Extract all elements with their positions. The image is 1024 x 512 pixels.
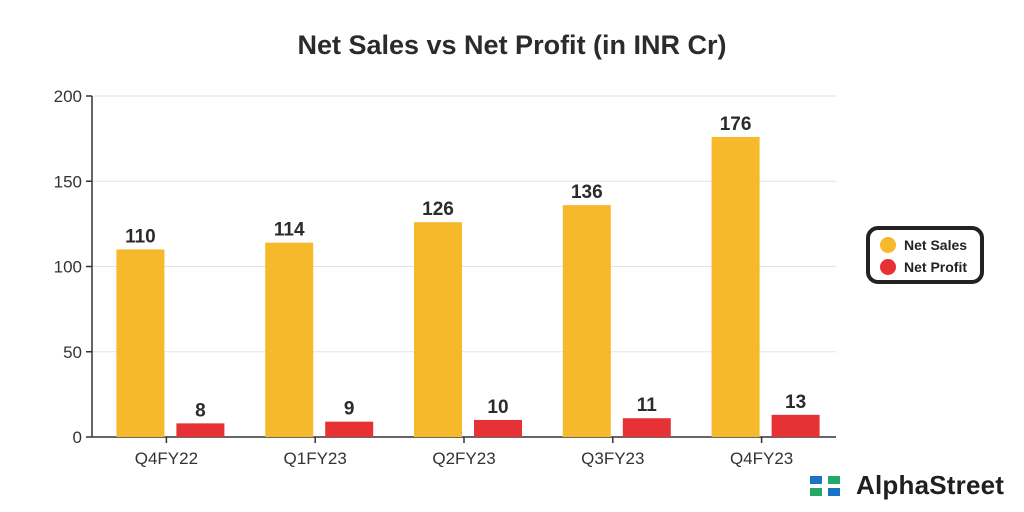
x-tick-label: Q4FY23 bbox=[730, 449, 793, 468]
y-tick-label: 50 bbox=[63, 343, 82, 362]
legend-item-net-profit: Net Profit bbox=[880, 259, 967, 275]
bar-net-sales bbox=[116, 249, 165, 437]
legend-item-net-sales: Net Sales bbox=[880, 237, 967, 253]
bar-net-profit bbox=[176, 423, 225, 437]
data-label: 126 bbox=[422, 199, 454, 220]
data-label: 176 bbox=[720, 114, 752, 135]
y-tick-label: 100 bbox=[54, 258, 82, 277]
data-label: 10 bbox=[487, 397, 508, 418]
data-label: 114 bbox=[274, 220, 305, 241]
bar-net-profit bbox=[622, 418, 671, 437]
chart-legend: Net Sales Net Profit bbox=[866, 226, 984, 284]
x-tick-label: Q2FY23 bbox=[432, 449, 495, 468]
y-tick-label: 200 bbox=[54, 87, 82, 106]
y-tick-label: 0 bbox=[73, 428, 82, 447]
data-label: 8 bbox=[195, 400, 206, 421]
x-tick-label: Q3FY23 bbox=[581, 449, 644, 468]
x-tick-label: Q1FY23 bbox=[284, 449, 347, 468]
data-label: 13 bbox=[785, 392, 806, 413]
chart-title: Net Sales vs Net Profit (in INR Cr) bbox=[297, 30, 727, 60]
legend-swatch-net-profit bbox=[880, 259, 896, 275]
y-tick-label: 150 bbox=[54, 172, 82, 191]
data-label: 110 bbox=[125, 226, 156, 247]
bar-net-profit bbox=[474, 419, 522, 437]
brand-name: AlphaStreet bbox=[856, 470, 1005, 500]
bar-net-profit bbox=[771, 414, 820, 437]
legend-label-net-sales: Net Sales bbox=[904, 237, 968, 253]
bar-net-sales bbox=[265, 242, 314, 437]
legend-swatch-net-sales bbox=[880, 237, 896, 253]
bar-net-profit bbox=[325, 421, 374, 437]
bar-net-sales bbox=[414, 222, 462, 437]
x-tick-label: Q4FY22 bbox=[135, 449, 198, 468]
legend-label-net-profit: Net Profit bbox=[904, 259, 967, 275]
bar-net-sales bbox=[562, 205, 611, 437]
alphastreet-logo-icon bbox=[810, 475, 840, 496]
brand: AlphaStreet bbox=[806, 470, 1004, 501]
data-label: 11 bbox=[637, 395, 658, 416]
bar-net-sales bbox=[711, 136, 760, 438]
data-label: 136 bbox=[571, 182, 603, 203]
data-label: 9 bbox=[344, 399, 355, 420]
